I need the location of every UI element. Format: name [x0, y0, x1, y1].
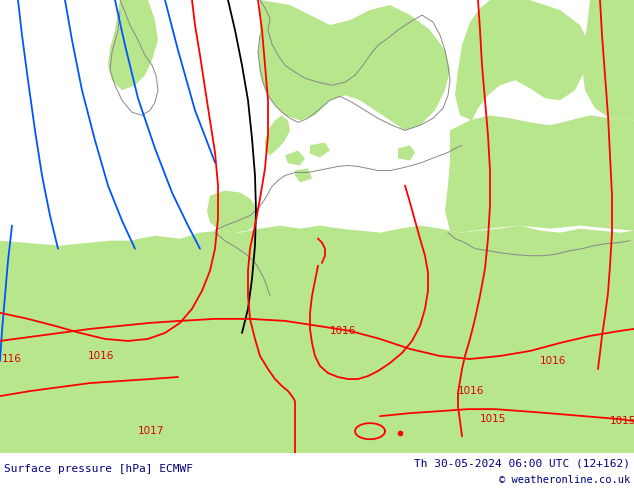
Text: 116: 116: [2, 354, 22, 364]
Polygon shape: [398, 146, 415, 160]
Text: © weatheronline.co.uk: © weatheronline.co.uk: [499, 475, 630, 485]
Polygon shape: [285, 150, 305, 166]
Polygon shape: [455, 0, 590, 121]
Text: 1015: 1015: [480, 414, 507, 424]
Text: 1016: 1016: [88, 351, 114, 361]
Text: 1016: 1016: [458, 386, 484, 396]
Text: Th 30-05-2024 06:00 UTC (12+162): Th 30-05-2024 06:00 UTC (12+162): [414, 459, 630, 469]
Polygon shape: [108, 0, 158, 90]
Text: 1016: 1016: [330, 326, 356, 336]
Polygon shape: [295, 169, 312, 182]
Text: 1015: 1015: [610, 416, 634, 426]
Polygon shape: [258, 0, 450, 130]
Polygon shape: [445, 115, 634, 233]
Polygon shape: [265, 115, 290, 155]
Text: 1017: 1017: [138, 426, 164, 436]
Polygon shape: [207, 191, 258, 233]
Polygon shape: [0, 225, 634, 453]
Polygon shape: [582, 0, 634, 121]
Text: Surface pressure [hPa] ECMWF: Surface pressure [hPa] ECMWF: [4, 464, 193, 474]
Text: 1016: 1016: [540, 356, 566, 366]
Polygon shape: [310, 143, 330, 157]
